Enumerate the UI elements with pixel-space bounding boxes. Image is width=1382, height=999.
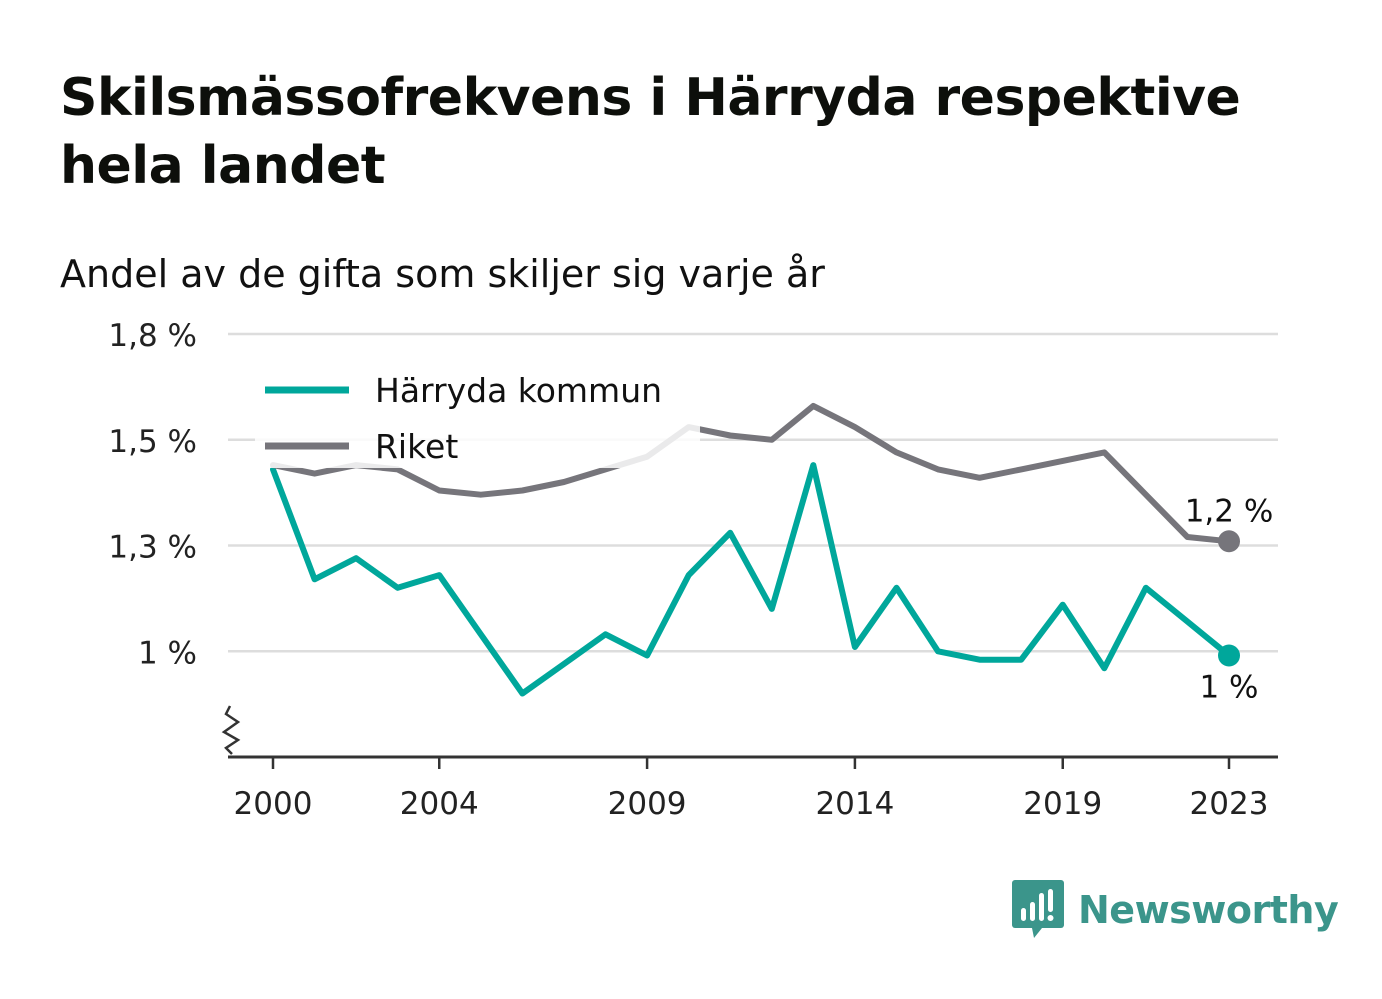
x-tick-label: 2000 [234,786,313,822]
x-tick-label: 2014 [815,786,894,822]
brand-name: Newsworthy [1078,888,1339,932]
end-value-label: 1,2 % [1185,493,1274,529]
series-line [270,402,1232,545]
y-tick-label: 1,8 % [108,318,197,354]
y-tick-label: 1 % [138,635,197,671]
y-axis-ticks: 1 % 1,3 % 1,5 % 1,8 % [108,318,197,671]
legend-label: Härryda kommun [375,371,662,410]
series-line [270,462,1232,697]
axis-break-icon [221,705,241,755]
end-point-marker [1218,644,1240,667]
x-tick-label: 2009 [608,786,687,822]
y-tick-label: 1,3 % [108,530,197,566]
x-tick-label: 2023 [1190,786,1269,822]
legend-label: Riket [375,427,458,466]
x-tick-label: 2004 [400,786,479,822]
end-labels: 1 % 1,2 % [1185,493,1274,705]
series-lines [270,402,1232,697]
bar-chart-logo-icon [1012,880,1064,938]
end-value-label: 1 % [1199,669,1258,705]
chart-subtitle: Andel av de gifta som skiljer sig varje … [60,252,825,296]
legend: Härryda kommun Riket [255,356,700,468]
x-axis: 2000 2004 2009 2014 2019 2023 [221,705,1278,822]
newsworthy-logo: Newsworthy [1012,880,1339,940]
y-tick-label: 1,5 % [108,424,197,460]
chart-title: Skilsmässofrekvens i Härryda respektive … [60,68,1241,196]
x-tick-label: 2019 [1023,786,1102,822]
end-point-marker [1218,530,1240,553]
